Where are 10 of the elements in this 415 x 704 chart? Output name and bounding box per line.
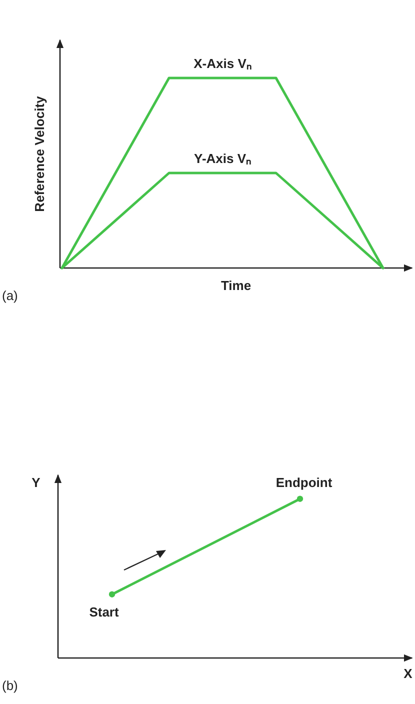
x-axis-title: Time — [220, 278, 252, 293]
y-axis-title: Reference Velocity — [32, 95, 47, 212]
text: (a) — [2, 288, 18, 303]
series-label: X-Axis Vₙ — [194, 56, 252, 71]
x-axis-title: X — [404, 666, 413, 681]
annotation: Start — [89, 604, 120, 620]
annotation: Endpoint — [276, 474, 333, 490]
y-axis-title: Y — [32, 475, 41, 490]
series-label: Y-Axis Vₙ — [194, 151, 252, 166]
text: (b) — [2, 678, 18, 693]
